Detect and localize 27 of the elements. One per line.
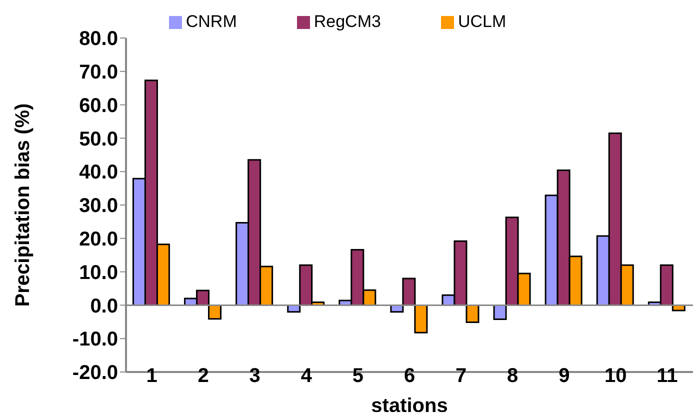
x-axis-title: stations [371, 395, 448, 417]
x-tick-label: 3 [249, 365, 260, 388]
x-tick-label: 10 [604, 365, 627, 388]
x-tick-label: 8 [507, 365, 518, 388]
x-tick-label: 1 [146, 365, 158, 388]
y-axis-title: Precipitation bias (%) [12, 103, 34, 307]
y-tick-label: 20.0 [79, 228, 118, 250]
y-tick-label: -20.0 [72, 362, 118, 384]
y-tick-label: 40.0 [79, 162, 118, 184]
x-tick-label: 6 [404, 365, 416, 388]
y-tick-label: 50.0 [79, 128, 118, 150]
legend-label: RegCM3 [314, 12, 381, 31]
x-tick-label: 9 [558, 365, 570, 388]
x-tick-label: 4 [300, 365, 313, 388]
x-tick-label: 2 [198, 365, 209, 388]
y-tick-label: 0.0 [90, 295, 118, 318]
y-tick-label: 30.0 [79, 195, 118, 218]
y-tick-label: 10.0 [79, 262, 118, 284]
legend-label: UCLM [458, 12, 506, 31]
x-tick-label: 7 [455, 365, 467, 388]
y-tick-label: 80.0 [79, 28, 118, 50]
y-tick-label: 70.0 [79, 62, 118, 84]
legend-label: CNRM [186, 12, 237, 31]
y-tick-label: -10.0 [72, 328, 118, 351]
y-tick-label: 60.0 [79, 94, 118, 117]
x-tick-label: 11 [656, 365, 678, 388]
x-tick-label: 5 [352, 365, 364, 388]
